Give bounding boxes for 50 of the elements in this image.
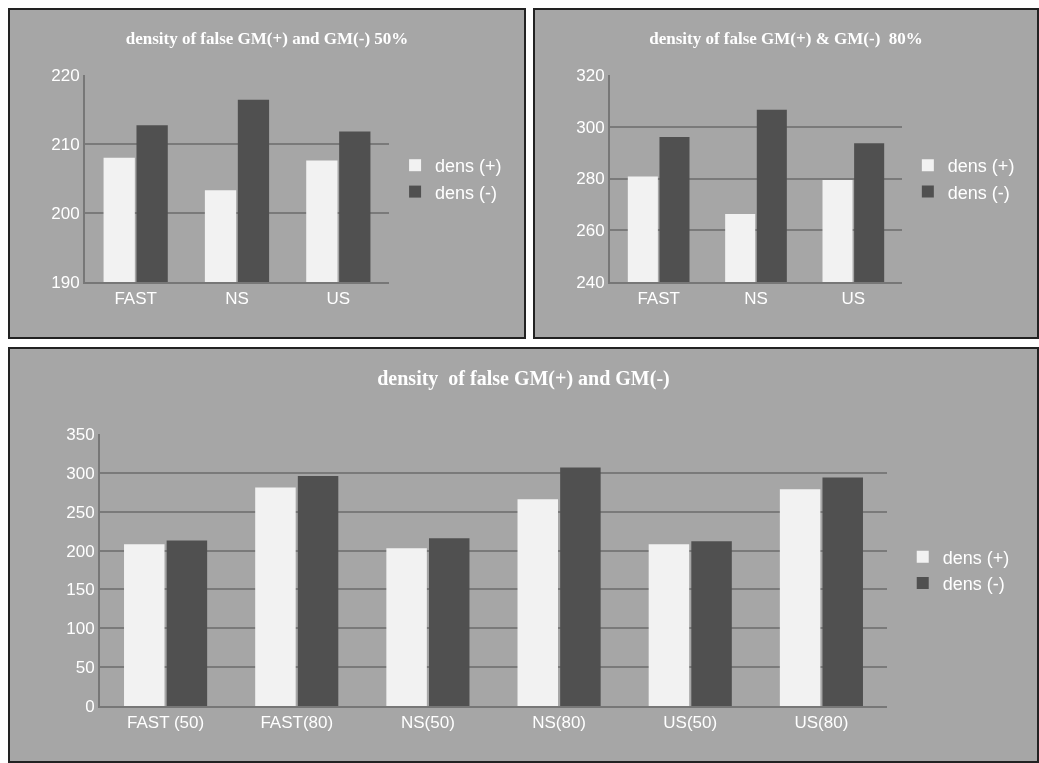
chart-title: density of false GM(+) & GM(-) 80% <box>649 28 923 48</box>
bar <box>124 544 165 706</box>
y-tick-label: 260 <box>576 221 605 241</box>
bar <box>517 499 559 706</box>
bar <box>822 477 863 706</box>
bar <box>779 489 821 706</box>
legend-label: dens (-) <box>435 182 498 203</box>
y-tick-label: 240 <box>576 272 605 292</box>
x-tick-label: NS <box>225 289 249 309</box>
bar <box>255 487 296 706</box>
x-tick-label: NS(50) <box>400 713 455 733</box>
y-tick-label: 350 <box>66 424 95 444</box>
y-tick-label: 220 <box>51 65 80 85</box>
legend-label: dens (-) <box>947 182 1010 203</box>
bar <box>691 541 732 706</box>
x-tick-label: FAST <box>637 289 680 309</box>
legend-label: dens (-) <box>942 574 1005 595</box>
chart-title: density of false GM(+) and GM(-) 50% <box>125 28 409 48</box>
x-tick-label: NS(80) <box>532 713 587 733</box>
y-tick-label: 200 <box>66 541 95 561</box>
legend-label: dens (+) <box>942 547 1010 568</box>
y-tick-label: 280 <box>576 169 605 189</box>
y-tick-label: 100 <box>66 619 95 639</box>
y-tick-label: 50 <box>75 658 95 678</box>
legend-label: dens (+) <box>947 156 1015 177</box>
bar <box>560 467 601 706</box>
y-tick-label: 300 <box>66 463 95 483</box>
bar <box>386 548 427 706</box>
x-tick-label: FAST <box>114 289 157 309</box>
x-tick-label: FAST (50) <box>127 713 205 733</box>
y-tick-label: 0 <box>85 696 95 716</box>
y-tick-label: 200 <box>51 203 80 223</box>
bar <box>166 540 208 706</box>
bar <box>428 538 470 706</box>
y-tick-label: 210 <box>51 134 80 154</box>
y-tick-label: 300 <box>576 117 605 137</box>
x-tick-label: NS <box>744 289 768 309</box>
x-tick-label: US <box>841 289 866 309</box>
y-tick-label: 250 <box>66 502 95 522</box>
x-tick-label: US <box>326 289 351 309</box>
y-tick-label: 320 <box>576 65 605 85</box>
y-tick-label: 150 <box>66 580 95 600</box>
x-tick-label: US(80) <box>794 713 849 733</box>
chart-title: density of false GM(+) and GM(-) <box>377 367 670 390</box>
legend-label: dens (+) <box>435 156 502 177</box>
bar <box>648 544 690 706</box>
bar <box>297 475 339 706</box>
x-tick-label: FAST(80) <box>260 713 334 733</box>
y-tick-label: 190 <box>51 272 80 292</box>
x-tick-label: US(50) <box>663 713 718 733</box>
